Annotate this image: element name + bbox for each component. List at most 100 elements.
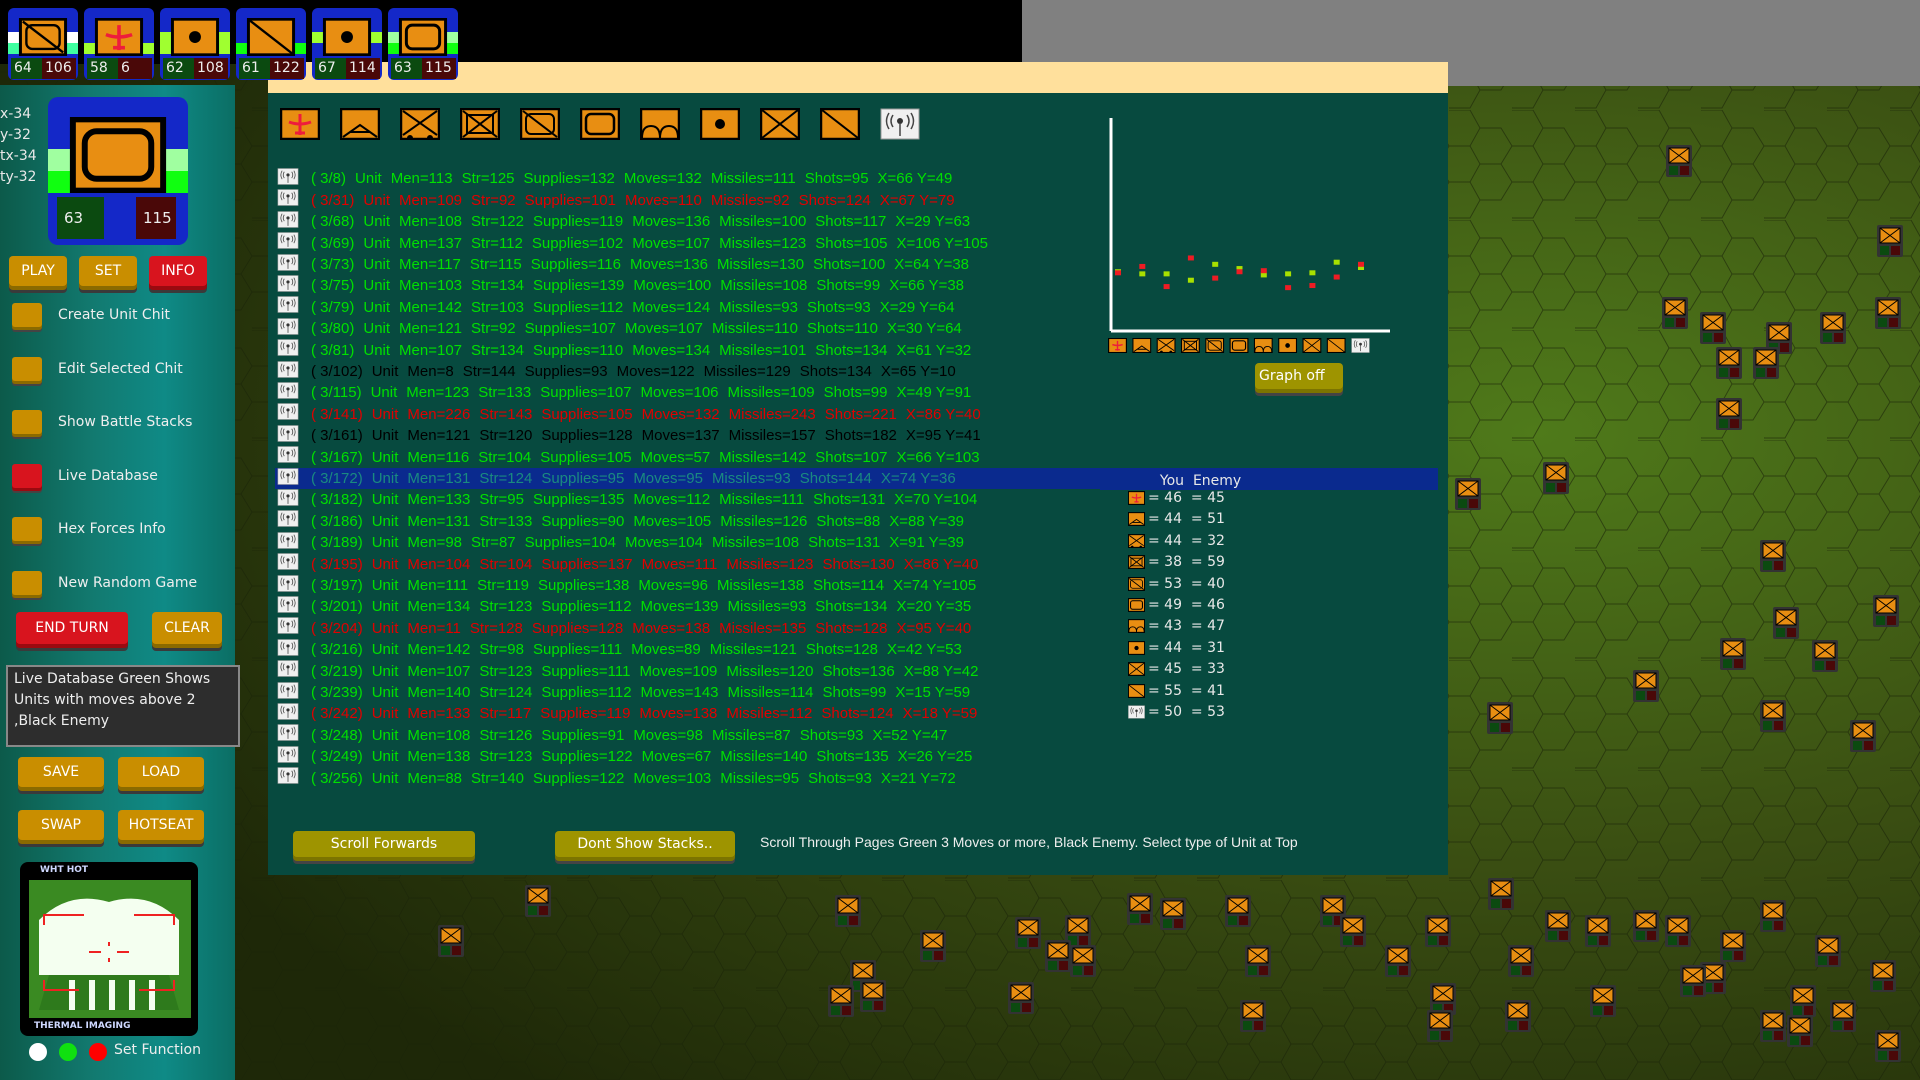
toggle-new-random-game[interactable] bbox=[12, 570, 42, 595]
map-unit-chit[interactable] bbox=[1830, 1000, 1856, 1032]
table-row[interactable]: ( 3/102) Unit Men=8 Str=144 Supplies=93 Moves… bbox=[275, 360, 1438, 382]
end-turn-button[interactable]: END TURN bbox=[16, 612, 128, 644]
dont-show-stacks-button[interactable]: Dont Show Stacks.. bbox=[555, 831, 735, 857]
unit-chit[interactable]: 63 115 bbox=[388, 8, 458, 80]
map-unit-chit[interactable] bbox=[828, 985, 854, 1017]
table-row[interactable]: ( 3/201) Unit Men=134 Str=123 Supplies=112 Mo… bbox=[275, 596, 1438, 617]
map-unit-chit[interactable] bbox=[1665, 915, 1691, 947]
toggle-edit-selected-chit[interactable] bbox=[12, 356, 42, 381]
radio-icon[interactable] bbox=[880, 108, 920, 144]
graph-off-button[interactable]: Graph off bbox=[1255, 363, 1343, 389]
map-unit-chit[interactable] bbox=[1633, 670, 1659, 702]
map-unit-chit[interactable] bbox=[1160, 898, 1186, 930]
map-unit-chit[interactable] bbox=[1508, 945, 1534, 977]
selected-unit-chit[interactable]: 63 115 bbox=[48, 97, 188, 245]
function-red-button[interactable] bbox=[89, 1043, 107, 1061]
map-unit-chit[interactable] bbox=[1812, 640, 1838, 672]
x-tick-slash-icon[interactable] bbox=[1326, 338, 1346, 353]
hotseat-button[interactable]: HOTSEAT bbox=[118, 810, 204, 840]
armor-icon[interactable] bbox=[579, 107, 621, 144]
arcs-icon[interactable] bbox=[639, 107, 681, 144]
map-unit-chit[interactable] bbox=[1385, 945, 1411, 977]
table-row[interactable]: ( 3/141) Unit Men=226 Str=143 Supplies=105 Mo… bbox=[275, 403, 1438, 424]
toggle-live-database[interactable] bbox=[12, 463, 42, 488]
table-row[interactable]: ( 3/219) Unit Men=107 Str=123 Supplies=111 Mo… bbox=[275, 660, 1438, 681]
table-row[interactable]: ( 3/161) Unit Men=121 Str=120 Supplies=128 Mo… bbox=[275, 425, 1438, 446]
slash-icon[interactable] bbox=[819, 107, 861, 144]
map-unit-chit[interactable] bbox=[1590, 985, 1616, 1017]
airplane-icon[interactable] bbox=[279, 107, 321, 144]
table-row[interactable]: ( 3/256) Unit Men=88 Str=140 Supplies=122 Mov… bbox=[275, 767, 1438, 788]
table-row[interactable]: ( 3/182) Unit Men=133 Str=95 Supplies=135 Mov… bbox=[275, 489, 1438, 510]
x-tick-airplane-icon[interactable] bbox=[1108, 338, 1127, 353]
map-unit-chit[interactable] bbox=[1340, 915, 1366, 947]
x-tick-radio-icon[interactable] bbox=[1351, 338, 1370, 353]
map-unit-chit[interactable] bbox=[1240, 1000, 1266, 1032]
table-row[interactable]: ( 3/73) Unit Men=117 Str=115 Supplies=116 Mov… bbox=[275, 253, 1438, 275]
map-unit-chit[interactable] bbox=[1720, 638, 1746, 670]
map-unit-chit[interactable] bbox=[1873, 595, 1899, 627]
map-unit-chit[interactable] bbox=[1720, 930, 1746, 962]
table-row[interactable]: ( 3/186) Unit Men=131 Str=133 Supplies=90 Mov… bbox=[275, 510, 1438, 531]
function-green-button[interactable] bbox=[59, 1043, 77, 1061]
map-unit-chit[interactable] bbox=[1877, 225, 1903, 257]
set-button[interactable]: SET bbox=[79, 256, 137, 286]
table-row[interactable]: ( 3/69) Unit Men=137 Str=112 Supplies=102 Mov… bbox=[275, 232, 1438, 253]
map-unit-chit[interactable] bbox=[1545, 910, 1571, 942]
map-unit-chit[interactable] bbox=[1716, 398, 1742, 430]
x-tick-arcs-icon[interactable] bbox=[1253, 338, 1273, 353]
map-unit-chit[interactable] bbox=[1425, 915, 1451, 947]
map-unit-chit[interactable] bbox=[1700, 312, 1726, 344]
map-unit-chit[interactable] bbox=[1488, 878, 1514, 910]
table-row[interactable]: ( 3/189) Unit Men=98 Str=87 Supplies=104 Move… bbox=[275, 532, 1438, 553]
map-unit-chit[interactable] bbox=[1787, 1015, 1813, 1047]
map-unit-chit[interactable] bbox=[1505, 1000, 1531, 1032]
table-row[interactable]: ( 3/248) Unit Men=108 Str=126 Supplies=91 Mov… bbox=[275, 724, 1438, 745]
table-row[interactable]: ( 3/80) Unit Men=121 Str=92 Supplies=107 Move… bbox=[275, 318, 1438, 339]
map-unit-chit[interactable] bbox=[1225, 895, 1251, 927]
artillery-dot-icon[interactable] bbox=[699, 107, 741, 144]
x-tick-triangle-icon[interactable] bbox=[1132, 338, 1152, 353]
unit-chit[interactable]: 58 6 bbox=[84, 8, 154, 80]
map-unit-chit[interactable] bbox=[1633, 910, 1659, 942]
map-unit-chit[interactable] bbox=[1127, 893, 1153, 925]
table-row[interactable]: ( 3/204) Unit Men=11 Str=128 Supplies=128 Mov… bbox=[275, 617, 1438, 638]
toggle-hex-forces-info[interactable] bbox=[12, 517, 42, 541]
armor-slash-icon[interactable] bbox=[519, 107, 561, 144]
map-unit-chit[interactable] bbox=[1760, 900, 1786, 932]
map-unit-chit[interactable] bbox=[1320, 895, 1346, 927]
x-tick-artillery-dot-icon[interactable] bbox=[1278, 338, 1298, 353]
table-row[interactable]: ( 3/167) Unit Men=116 Str=104 Supplies=105 Mo… bbox=[275, 446, 1438, 467]
table-row[interactable]: ( 3/239) Unit Men=140 Str=124 Supplies=112 Mo… bbox=[275, 681, 1438, 703]
play-button[interactable]: PLAY bbox=[9, 256, 67, 286]
map-unit-chit[interactable] bbox=[1760, 700, 1786, 732]
map-unit-chit[interactable] bbox=[1585, 915, 1611, 947]
table-row[interactable]: ( 3/197) Unit Men=111 Str=119 Supplies=138 Mo… bbox=[275, 574, 1438, 596]
table-row[interactable]: ( 3/216) Unit Men=142 Str=98 Supplies=111 Mov… bbox=[275, 639, 1438, 660]
map-unit-chit[interactable] bbox=[1850, 720, 1876, 752]
boxed-x-icon[interactable] bbox=[459, 107, 501, 144]
swap-button[interactable]: SWAP bbox=[18, 810, 104, 840]
map-unit-chit[interactable] bbox=[1820, 312, 1846, 344]
x-icon[interactable] bbox=[759, 107, 801, 144]
map-unit-chit[interactable] bbox=[1753, 347, 1779, 379]
table-row[interactable]: ( 3/195) Unit Men=104 Str=104 Supplies=137 Mo… bbox=[275, 553, 1438, 574]
clear-button[interactable]: CLEAR bbox=[152, 612, 222, 644]
load-button[interactable]: LOAD bbox=[118, 757, 204, 787]
map-unit-chit[interactable] bbox=[1875, 297, 1901, 329]
table-row[interactable]: ( 3/75) Unit Men=103 Str=134 Supplies=139 Mov… bbox=[275, 275, 1438, 296]
map-unit-chit[interactable] bbox=[525, 885, 551, 917]
unit-chit[interactable]: 62 108 bbox=[160, 8, 230, 80]
table-row[interactable]: ( 3/115) Unit Men=123 Str=133 Supplies=107 Mo… bbox=[275, 382, 1438, 403]
map-unit-chit[interactable] bbox=[1716, 347, 1742, 379]
map-unit-chit[interactable] bbox=[1680, 965, 1706, 997]
map-unit-chits[interactable] bbox=[438, 145, 1903, 1062]
map-unit-chit[interactable] bbox=[438, 925, 464, 957]
table-row[interactable]: ( 3/242) Unit Men=133 Str=117 Supplies=119 Mo… bbox=[275, 703, 1438, 724]
x-tick-x-icon[interactable] bbox=[1302, 338, 1322, 353]
map-unit-chit[interactable] bbox=[1008, 982, 1034, 1014]
table-row[interactable]: ( 3/8) Unit Men=113 Str=125 Supplies=132 Move… bbox=[275, 168, 1438, 189]
map-unit-chit[interactable] bbox=[1427, 1010, 1453, 1042]
wheeled-x-icon[interactable] bbox=[399, 107, 441, 144]
map-unit-chit[interactable] bbox=[1760, 1010, 1786, 1042]
